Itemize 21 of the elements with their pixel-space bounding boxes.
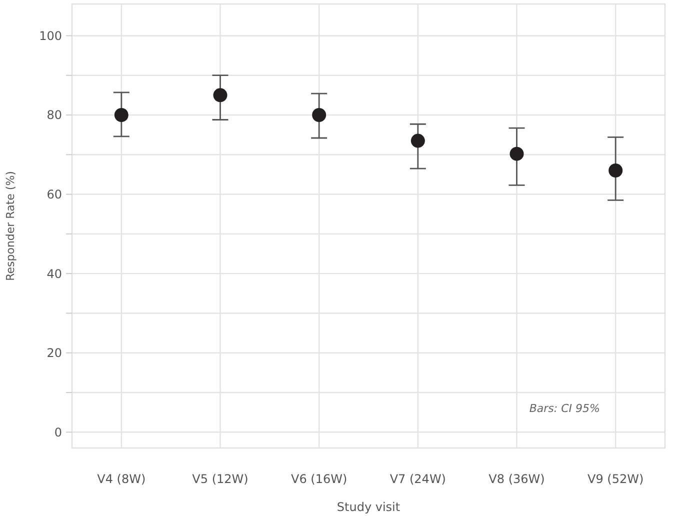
y-tick-label: 40 xyxy=(46,266,62,281)
point xyxy=(213,88,228,102)
y-tick-label: 80 xyxy=(46,108,62,122)
y-tick-label: 100 xyxy=(39,28,62,43)
y-tick-label: 20 xyxy=(46,346,62,360)
point xyxy=(608,164,623,178)
x-axis-title: Study visit xyxy=(336,500,400,514)
x-tick-label: V9 (52W) xyxy=(588,472,644,486)
point xyxy=(510,146,524,161)
point xyxy=(114,108,128,122)
x-tick-label: V4 (8W) xyxy=(97,472,146,486)
x-tick-label: V6 (16W) xyxy=(291,472,348,486)
y-tick-label: 60 xyxy=(46,187,62,202)
x-tick-label: V7 (24W) xyxy=(390,472,446,486)
point xyxy=(410,134,425,148)
annotation: Bars: CI 95% xyxy=(529,402,600,415)
y-axis-title: Responder Rate (%) xyxy=(4,171,17,281)
x-tick-label: V8 (36W) xyxy=(488,472,545,486)
x-tick-label: V5 (12W) xyxy=(192,472,248,486)
point xyxy=(312,108,326,122)
y-tick-label: 0 xyxy=(54,425,62,440)
